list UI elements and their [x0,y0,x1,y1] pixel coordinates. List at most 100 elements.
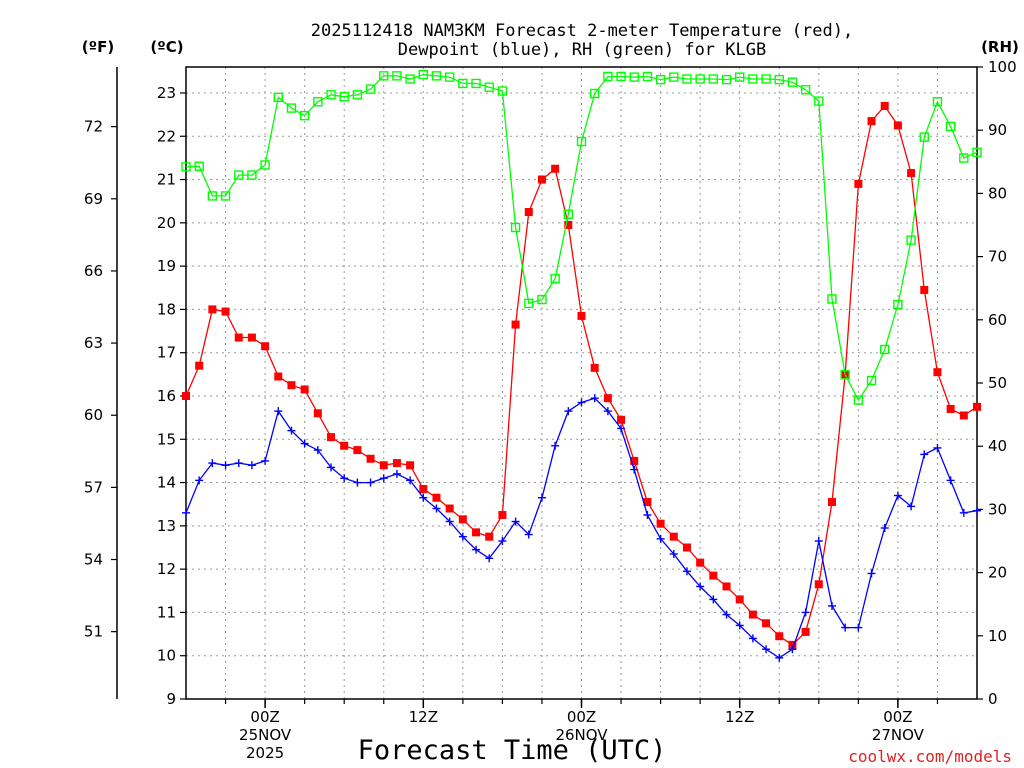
temperature-point [406,461,415,470]
dewpoint-point [458,532,467,541]
dewpoint-point [762,645,771,654]
rh-tick-label: 0 [988,690,998,708]
fahrenheit-tick-label: 57 [84,478,103,496]
temperature-point [933,368,942,377]
fahrenheit-tick-label: 69 [84,190,103,208]
rh-point [906,235,916,245]
rh-point [840,370,850,380]
rh-point [563,209,574,219]
temperature-point [590,363,599,372]
celsius-tick-label: 23 [157,84,176,102]
dewpoint-point [287,426,296,435]
temperature-point [880,101,889,110]
x-tick-label: 12Z [409,708,438,726]
rh-point [735,72,745,82]
dewpoint-point [234,459,243,468]
dewpoint-point [498,537,507,545]
dewpoint-point [814,537,823,545]
rh-point [972,147,982,158]
celsius-unit-label: (ºC) [150,38,183,56]
data-series [181,69,982,662]
rh-point [234,170,244,180]
dewpoint-point [920,450,929,459]
dewpoint-point [485,554,494,563]
rh-point [827,294,837,304]
series-rh [181,69,982,405]
dewpoint-point [748,634,757,643]
rh-point [313,97,323,107]
temperature-point [274,372,283,381]
rh-point [866,375,877,386]
temperature-point [340,441,349,450]
dewpoint-point [472,545,481,554]
temperature-point [392,459,401,468]
temperature-point [735,595,744,604]
temperature-point [643,498,652,507]
rh-point [576,136,587,147]
celsius-tick-label: 22 [157,127,176,145]
dewpoint-point [907,502,916,511]
rh-point [444,72,455,82]
temperature-point [247,333,256,342]
rh-point [853,395,864,405]
dewpoint-point [524,530,533,539]
temperature-point [762,619,771,628]
series-dewpoint [182,394,981,662]
dewpoint-point [419,493,428,502]
dewpoint-point [656,534,665,543]
dewpoint-point [775,653,784,662]
rh-point [379,71,389,81]
rh-tick-label: 90 [988,121,1007,139]
temperature-point [973,402,981,411]
rh-point [181,162,191,172]
celsius-tick-label: 21 [157,171,176,189]
temperature-point [564,221,573,229]
dewpoint-point [406,476,415,485]
dewpoint-point [630,465,639,474]
temperature-point [959,411,968,420]
rh-unit-label: (RH) [981,38,1019,56]
temperature-point [669,532,678,541]
rh-point [682,74,692,84]
temperature-point [907,169,916,178]
rh-point [299,110,310,121]
temperature-point [300,385,309,394]
rh-point [774,74,784,85]
temperature-point [182,391,190,400]
rh-point [787,77,798,87]
x-tick-label: 00Z [883,708,912,726]
celsius-tick-label: 17 [157,344,176,362]
rh-point [629,72,639,82]
celsius-tick-label: 10 [157,647,176,665]
rh-point [669,72,679,82]
rh-point [537,294,547,305]
rh-point [286,103,297,113]
rh-point [405,74,415,84]
tick-labels: 9 10 11 12 13 14 15 16 17 18 19 20 21 22 23 51 54 57 60 63 6… [84,58,1017,762]
rh-point [959,153,969,163]
temperature-point [313,409,322,418]
x-tick-label: 2025 [246,744,284,762]
chart-title-line-1: 2025112418 NAM3KM Forecast 2-meter Tempe… [311,21,853,41]
rh-point [945,121,956,132]
rh-tick-label: 30 [988,500,1007,518]
rh-point [247,170,257,180]
temperature-point [709,571,718,580]
rh-tick-label: 40 [988,437,1007,455]
rh-tick-label: 20 [988,564,1007,582]
rh-point [708,74,719,84]
dewpoint-point [327,463,336,472]
rh-point [339,92,349,102]
dewpoint-point [392,469,401,478]
temperature-point [893,121,902,130]
x-tick-label: 00Z [567,708,596,726]
temperature-point [327,433,336,442]
rh-point [260,160,270,170]
celsius-tick-label: 16 [157,387,176,405]
temperature-point [366,454,375,463]
rh-point [484,82,494,92]
dewpoint-point [313,446,322,455]
rh-point [800,85,811,95]
rh-point [695,74,705,84]
